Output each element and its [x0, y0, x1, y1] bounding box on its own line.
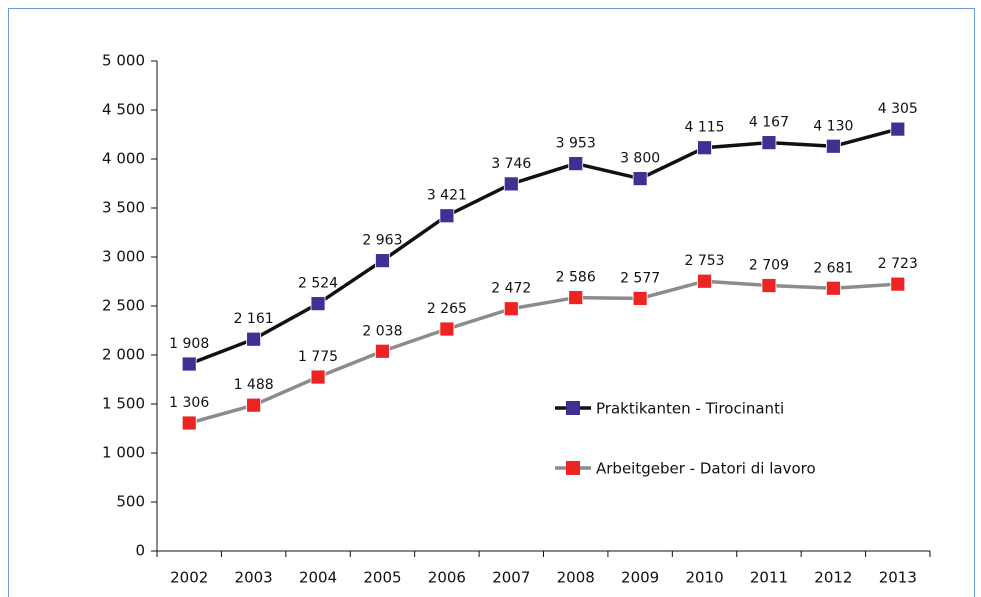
marker: [439, 321, 455, 337]
y-tick-label: 3 000: [102, 248, 145, 266]
value-label: 2 265: [427, 301, 467, 317]
marker: [890, 121, 906, 137]
marker: [246, 397, 262, 413]
marker: [761, 278, 777, 293]
value-label: 3 800: [620, 151, 660, 167]
marker: [697, 273, 712, 289]
value-label: 2 038: [362, 323, 402, 339]
x-tick-label: 2003: [235, 569, 273, 587]
marker: [181, 415, 197, 431]
marker: [375, 253, 390, 269]
marker: [632, 291, 648, 306]
value-label: 2 472: [491, 281, 531, 297]
value-label: 2 709: [749, 258, 789, 274]
value-label: 4 130: [813, 118, 853, 134]
value-label: 3 746: [491, 156, 531, 172]
value-label: 1 306: [169, 395, 209, 411]
frame: [8, 8, 975, 597]
x-tick-label: 2011: [750, 569, 788, 587]
legend-marker: [566, 461, 580, 475]
marker: [503, 176, 519, 192]
marker: [375, 343, 390, 359]
y-tick-label: 0: [135, 542, 145, 560]
marker: [632, 171, 648, 187]
y-tick-label: 3 500: [102, 199, 145, 217]
value-label: 2 524: [298, 276, 338, 292]
x-tick-label: 2004: [299, 569, 337, 587]
x-tick-label: 2013: [879, 569, 917, 587]
y-tick-label: 5 000: [102, 52, 145, 70]
y-tick-label: 2 000: [102, 346, 145, 364]
value-label: 2 681: [813, 260, 853, 276]
value-label: 1 488: [234, 377, 274, 393]
value-label: 2 161: [234, 311, 274, 327]
marker: [568, 290, 584, 305]
marker: [761, 135, 777, 151]
marker: [697, 140, 712, 156]
value-label: 2 963: [362, 233, 402, 249]
x-tick-label: 2002: [170, 569, 208, 587]
value-label: 1 775: [298, 349, 338, 365]
marker: [503, 301, 519, 317]
y-tick-label: 1 500: [102, 395, 145, 413]
y-tick-label: 1 000: [102, 444, 145, 462]
x-tick-label: 2006: [428, 569, 466, 587]
value-label: 2 586: [556, 270, 596, 286]
series-line: [188, 279, 898, 425]
y-tick-label: 4 500: [102, 101, 145, 119]
marker: [439, 208, 455, 224]
y-tick-label: 500: [116, 493, 145, 511]
legend-label: Praktikanten - Tirocinanti: [596, 400, 784, 418]
x-tick-label: 2009: [621, 569, 659, 587]
legend-label: Arbeitgeber - Datori di lavoro: [596, 460, 816, 478]
marker: [825, 138, 841, 154]
marker: [246, 331, 262, 347]
x-tick-label: 2012: [814, 569, 852, 587]
value-label: 3 953: [556, 136, 596, 152]
value-label: 2 753: [684, 253, 724, 269]
y-tick-label: 4 000: [102, 150, 145, 168]
series-line: [188, 127, 899, 366]
value-label: 4 167: [749, 115, 789, 131]
x-tick-label: 2005: [363, 569, 401, 587]
value-label: 4 305: [878, 101, 918, 117]
value-label: 4 115: [684, 120, 724, 136]
marker: [825, 280, 841, 296]
marker: [310, 296, 326, 312]
marker: [890, 276, 906, 292]
marker: [310, 369, 326, 385]
x-tick-label: 2010: [685, 569, 723, 587]
value-label: 2 723: [878, 256, 918, 272]
y-tick-label: 2 500: [102, 297, 145, 315]
marker: [181, 356, 197, 372]
value-label: 1 908: [169, 336, 209, 352]
value-label: 3 421: [427, 188, 467, 204]
x-tick-label: 2007: [492, 569, 530, 587]
x-tick-label: 2008: [557, 569, 595, 587]
marker: [568, 156, 584, 172]
legend-marker: [566, 401, 580, 415]
value-label: 2 577: [620, 270, 660, 286]
